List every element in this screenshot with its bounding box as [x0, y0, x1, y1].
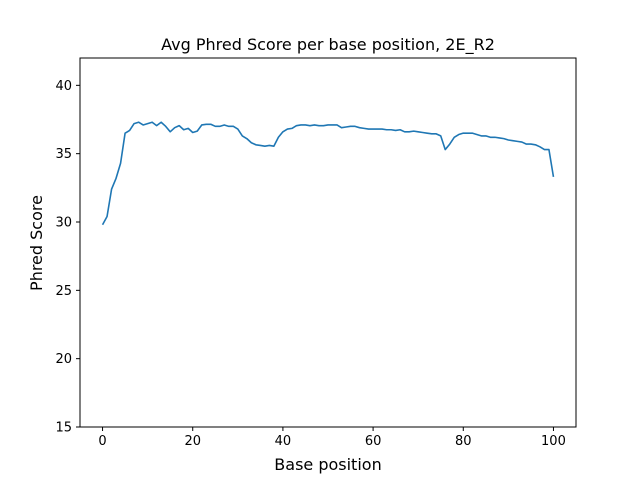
y-tick-label: 35 — [55, 147, 72, 162]
y-tick-label: 25 — [55, 284, 72, 299]
x-tick-label: 80 — [455, 434, 472, 449]
y-tick-label: 30 — [55, 216, 72, 231]
y-tick-label: 20 — [55, 352, 72, 367]
x-tick-label: 60 — [365, 434, 382, 449]
x-tick-label: 100 — [541, 434, 566, 449]
x-axis-label: Base position — [274, 455, 381, 474]
x-tick-label: 40 — [275, 434, 292, 449]
y-axis-label: Phred Score — [27, 195, 46, 291]
y-tick-label: 15 — [55, 421, 72, 436]
x-tick-label: 20 — [184, 434, 201, 449]
y-tick-label: 40 — [55, 79, 72, 94]
chart-title: Avg Phred Score per base position, 2E_R2 — [161, 35, 495, 55]
x-tick-label: 0 — [98, 434, 106, 449]
